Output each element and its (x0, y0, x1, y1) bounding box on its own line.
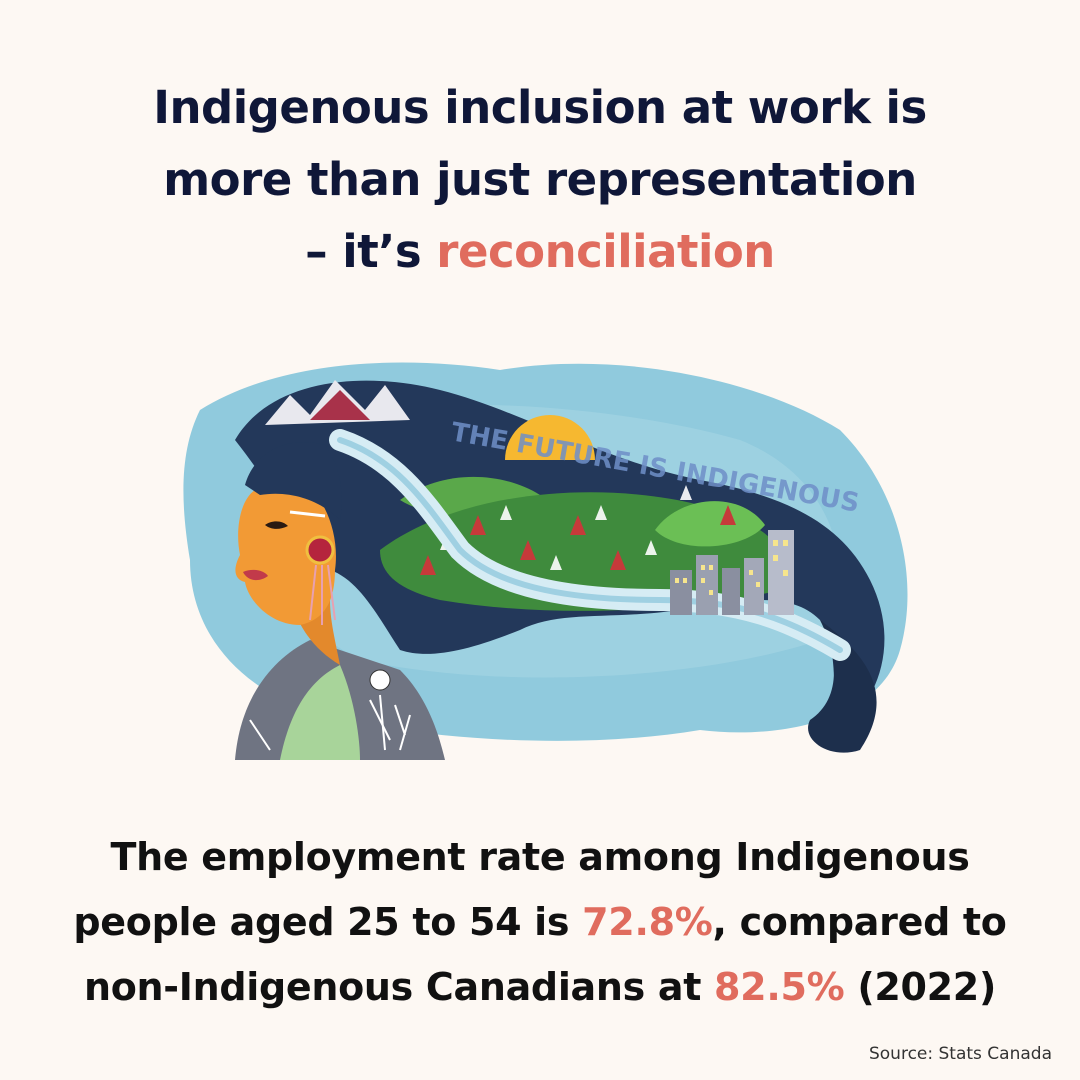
headline: Indigenous inclusion at work is more tha… (60, 72, 1020, 288)
indigenous-woman-illustration: THE FUTURE IS INDIGENOUS (183, 362, 908, 760)
fringe (245, 441, 342, 520)
face-paint (289, 510, 326, 518)
trees (420, 505, 736, 575)
earring-fringe (309, 564, 336, 625)
indigenous-rate: 72.8% (582, 900, 713, 944)
stat-line-2-prefix: people aged 25 to 54 is (73, 900, 583, 944)
city-windows (675, 540, 788, 595)
hill-right (655, 501, 765, 547)
hair-tail (808, 620, 877, 753)
jacket-stitching (249, 694, 411, 751)
lips (243, 569, 268, 581)
eye (265, 521, 288, 529)
stat-line-3-prefix: non-Indigenous Canadians at (83, 965, 715, 1009)
shirt (280, 665, 360, 760)
headline-accent-word: reconciliation (436, 225, 775, 278)
stat-line-3-suffix: (2022) (844, 965, 997, 1009)
employment-statistic: The employment rate among Indigenous peo… (40, 825, 1040, 1020)
headline-line-1: Indigenous inclusion at work is (153, 81, 927, 134)
stat-line-2: people aged 25 to 54 is 72.8%, compared … (40, 890, 1040, 955)
non-indigenous-rate: 82.5% (714, 965, 845, 1009)
source-credit: Source: Stats Canada (868, 1044, 1052, 1064)
stat-line-2-suffix: , compared to (712, 900, 1007, 944)
sun (505, 415, 595, 460)
headline-line-3: – it’s reconciliation (60, 216, 1020, 288)
mountain-red (310, 390, 370, 420)
headline-line-2: more than just representation (163, 153, 917, 206)
stat-line-3: non-Indigenous Canadians at 82.5% (2022) (40, 955, 1040, 1020)
headline-line-3-prefix: – it’s (305, 225, 437, 278)
medicine-wheel-pin (369, 669, 391, 691)
stat-line-1: The employment rate among Indigenous (110, 835, 970, 879)
earring (305, 535, 335, 565)
